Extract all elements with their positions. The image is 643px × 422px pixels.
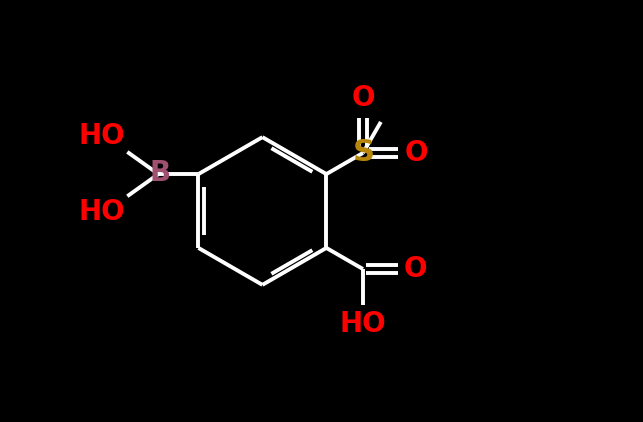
Text: O: O [404,255,428,283]
Text: S: S [353,138,375,168]
Text: HO: HO [78,122,125,150]
Text: HO: HO [78,198,125,226]
Text: B: B [150,159,171,187]
Text: HO: HO [340,310,386,338]
Text: O: O [351,84,375,111]
Text: O: O [404,139,428,167]
